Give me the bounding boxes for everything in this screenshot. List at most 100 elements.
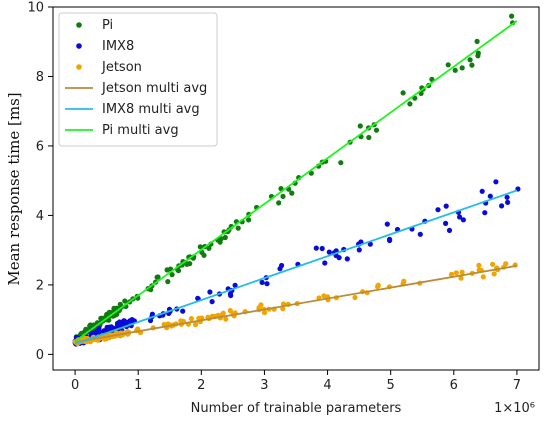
data-point [289, 190, 295, 196]
data-point [222, 234, 228, 241]
data-point [326, 249, 332, 255]
data-point [373, 127, 380, 133]
data-point [232, 282, 238, 288]
legend-marker [76, 43, 82, 49]
legend-label: Pi [102, 18, 113, 33]
data-point [187, 261, 193, 267]
legend-label: Jetson [101, 60, 142, 75]
x-tick-label: 4 [323, 378, 331, 393]
data-point [474, 38, 480, 45]
data-point [117, 301, 123, 307]
data-point [228, 292, 234, 299]
data-point [207, 289, 213, 295]
data-point [504, 194, 510, 200]
data-point [264, 281, 270, 287]
x-axis-label: Number of trainable parameters [191, 401, 402, 416]
data-point [407, 101, 413, 107]
data-point [448, 271, 455, 277]
data-point [417, 231, 423, 237]
fit-line [74, 189, 518, 345]
data-point [475, 50, 481, 56]
data-point [357, 123, 363, 129]
legend-label: IMX8 multi avg [102, 102, 200, 117]
data-point [313, 245, 319, 251]
data-point [503, 261, 509, 267]
data-point [459, 65, 465, 71]
data-point [96, 325, 102, 331]
data-point [192, 321, 199, 328]
x-tick-label: 1 [134, 378, 142, 393]
data-point [155, 274, 161, 280]
data-point [280, 193, 286, 199]
data-point [482, 210, 488, 216]
data-point [458, 275, 464, 281]
x-axis-multiplier: 1×10⁶ [494, 401, 535, 416]
data-point [443, 220, 449, 226]
data-point [387, 237, 393, 244]
x-tick-label: 5 [387, 378, 395, 393]
data-point [165, 279, 171, 285]
data-point [366, 134, 372, 141]
data-point [319, 245, 325, 252]
fit-line [74, 264, 518, 344]
data-point [276, 200, 282, 206]
data-point [246, 217, 252, 223]
y-tick-label: 2 [36, 278, 44, 293]
data-point [197, 244, 203, 250]
y-tick-label: 0 [36, 348, 44, 363]
data-point [256, 305, 262, 311]
legend-marker [76, 22, 82, 28]
data-point [227, 308, 233, 314]
data-point [108, 324, 114, 330]
data-point [322, 260, 328, 266]
data-point [479, 188, 485, 194]
legend-label: IMX8 [102, 39, 134, 54]
data-point [493, 179, 499, 185]
data-point [453, 270, 459, 276]
y-tick-label: 10 [27, 1, 44, 16]
y-axis-label: Mean response time [ms] [5, 92, 23, 285]
data-point [356, 247, 362, 253]
x-tick-label: 6 [450, 378, 458, 393]
data-point [121, 318, 127, 324]
data-point [188, 316, 194, 322]
x-tick-label: 2 [197, 378, 205, 393]
legend-label: Pi multi avg [102, 123, 179, 138]
data-point [122, 298, 128, 304]
data-point [180, 308, 186, 314]
data-point [457, 214, 463, 220]
data-point [435, 207, 441, 213]
y-axis: 0 2 4 6 8 10 [27, 1, 53, 363]
data-point [505, 199, 511, 205]
x-tick-label: 3 [260, 378, 268, 393]
data-point [459, 269, 465, 275]
data-point [446, 227, 453, 233]
data-point [223, 316, 229, 322]
legend-label: Jetson multi avg [101, 81, 207, 96]
data-point [375, 282, 381, 288]
data-point [443, 203, 449, 209]
data-point [279, 262, 285, 269]
x-tick-label: 0 [71, 378, 79, 393]
fit-line [74, 20, 518, 342]
legend: Pi IMX8 Jetson Jetson multi avg IMX8 multi a… [58, 12, 218, 147]
data-point [445, 62, 451, 68]
data-point [400, 90, 406, 96]
y-tick-label: 4 [36, 209, 44, 224]
data-point [164, 267, 170, 273]
data-point [467, 57, 473, 63]
data-point [476, 262, 482, 268]
data-point [147, 317, 154, 324]
y-tick-label: 8 [36, 70, 44, 85]
legend-box [58, 12, 218, 147]
x-axis: 0 1 2 3 4 5 6 7 [71, 370, 521, 393]
data-point [384, 221, 390, 227]
data-point [499, 203, 505, 209]
legend-marker [76, 64, 82, 70]
y-tick-label: 6 [36, 139, 44, 154]
data-point [201, 252, 207, 258]
data-point [169, 272, 175, 278]
data-point [206, 245, 212, 251]
data-point [452, 67, 458, 73]
